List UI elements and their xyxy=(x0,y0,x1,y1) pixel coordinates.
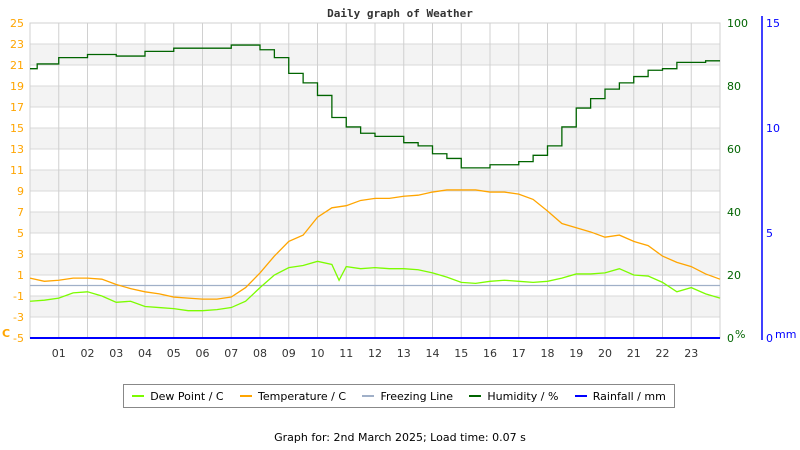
x-tick-label: 03 xyxy=(109,347,123,360)
left-tick-label: 19 xyxy=(10,80,24,93)
legend-swatch xyxy=(132,395,145,397)
left-tick-label: -3 xyxy=(13,311,24,324)
x-tick-label: 07 xyxy=(224,347,238,360)
humidity-unit-label: % xyxy=(735,328,745,341)
humidity-tick-label: 40 xyxy=(727,206,741,219)
x-tick-label: 08 xyxy=(253,347,267,360)
legend-label: Freezing Line xyxy=(380,389,453,403)
x-tick-label: 17 xyxy=(512,347,526,360)
humidity-tick-label: 20 xyxy=(727,269,741,282)
humidity-tick-label: 60 xyxy=(727,143,741,156)
legend-item: Temperature / C xyxy=(240,390,346,403)
legend-label: Temperature / C xyxy=(258,389,347,403)
x-tick-label: 05 xyxy=(167,347,181,360)
x-tick-label: 04 xyxy=(138,347,152,360)
left-tick-label: 7 xyxy=(17,206,24,219)
left-tick-label: 23 xyxy=(10,38,24,51)
legend-swatch xyxy=(240,395,252,397)
rainfall-unit-label: mm xyxy=(775,328,796,341)
x-tick-label: 12 xyxy=(368,347,382,360)
left-tick-label: 21 xyxy=(10,59,24,72)
chart-title: Daily graph of Weather xyxy=(327,7,473,20)
left-tick-label: -5 xyxy=(13,332,24,345)
legend: Dew Point / C Temperature / C Freezing Lin… xyxy=(123,384,675,408)
left-tick-label: 25 xyxy=(10,17,24,30)
legend-item: Dew Point / C xyxy=(132,389,224,403)
x-tick-label: 10 xyxy=(311,347,325,360)
legend-item: Freezing Line xyxy=(362,390,453,403)
series-temperature-line xyxy=(29,189,721,300)
x-tick-label: 22 xyxy=(656,347,670,360)
rainfall-tick-label: 0 xyxy=(766,332,773,345)
humidity-tick-label: 100 xyxy=(727,17,748,30)
x-tick-label: 06 xyxy=(196,347,210,360)
series-humidity-line xyxy=(30,44,720,169)
x-tick-label: 01 xyxy=(52,347,66,360)
x-tick-label: 16 xyxy=(483,347,497,360)
left-tick-label: 3 xyxy=(17,248,24,261)
left-tick-label: -1 xyxy=(13,290,24,303)
left-tick-label: 1 xyxy=(17,269,24,282)
x-tick-label: 21 xyxy=(627,347,641,360)
left-tick-label: 5 xyxy=(17,227,24,240)
legend-label: Dew Point / C xyxy=(150,389,224,403)
legend-label: Humidity / % xyxy=(487,389,559,403)
x-tick-label: 02 xyxy=(81,347,95,360)
legend-label: Rainfall / mm xyxy=(592,389,666,403)
footer-text: Graph for: 2nd March 2025; Load time: 0.… xyxy=(274,431,526,444)
x-tick-label: 15 xyxy=(454,347,468,360)
x-tick-label: 14 xyxy=(426,347,440,360)
humidity-tick-label: 80 xyxy=(727,80,741,93)
x-tick-label: 23 xyxy=(684,347,698,360)
humidity-tick-label: 0 xyxy=(727,332,734,345)
left-tick-label: 9 xyxy=(17,185,24,198)
x-tick-label: 18 xyxy=(541,347,555,360)
legend-swatch xyxy=(469,395,482,397)
legend-item: Rainfall / mm xyxy=(574,389,666,403)
series-dew-line xyxy=(29,260,721,312)
legend-swatch xyxy=(574,395,587,397)
x-tick-label: 19 xyxy=(569,347,583,360)
legend-item: Humidity / % xyxy=(469,390,558,403)
left-tick-label: 15 xyxy=(10,122,24,135)
left-tick-label: 11 xyxy=(10,164,24,177)
x-tick-label: 20 xyxy=(598,347,612,360)
rainfall-tick-label: 15 xyxy=(766,17,780,30)
x-tick-label: 09 xyxy=(282,347,296,360)
x-tick-label: 13 xyxy=(397,347,411,360)
left-unit-label: C xyxy=(2,327,10,340)
x-tick-label: 11 xyxy=(339,347,353,360)
left-tick-label: 13 xyxy=(10,143,24,156)
rainfall-tick-label: 5 xyxy=(766,227,773,240)
left-tick-label: 17 xyxy=(10,101,24,114)
legend-swatch xyxy=(362,395,375,397)
rainfall-tick-label: 10 xyxy=(766,122,780,135)
